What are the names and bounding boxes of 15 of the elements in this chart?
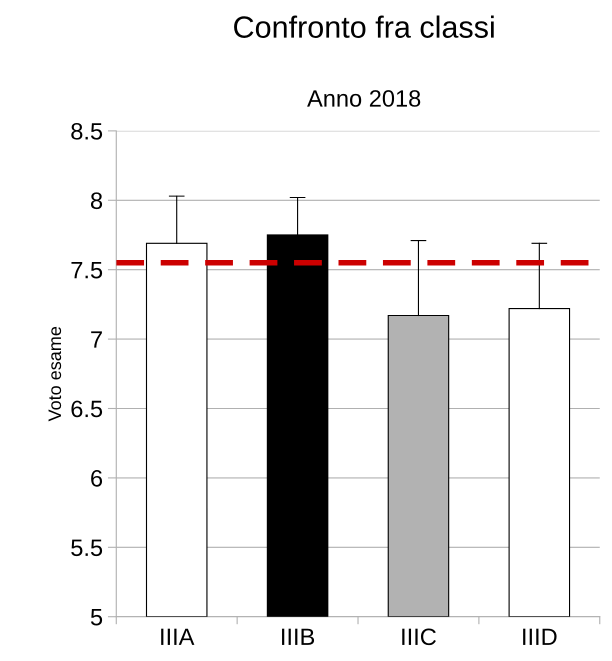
y-tick-label: 5 bbox=[90, 609, 102, 626]
y-tick-label: 6.5 bbox=[71, 400, 102, 418]
y-tick-label: 7 bbox=[91, 331, 102, 348]
chart-subtitle: Anno 2018 bbox=[307, 90, 420, 107]
chart-title: Confronto fra classi bbox=[234, 16, 494, 38]
x-tick-label: IIIB bbox=[282, 628, 314, 645]
x-tick-label: IIID bbox=[523, 628, 557, 645]
x-tick-label: IIIA bbox=[161, 628, 194, 645]
y-tick-label: 7.5 bbox=[71, 262, 102, 278]
y-tick-label: 6 bbox=[91, 470, 102, 487]
y-tick-label: 5.5 bbox=[71, 540, 102, 556]
x-tick-label: IIIC bbox=[402, 628, 436, 646]
y-tick-label: 8.5 bbox=[71, 122, 102, 140]
y-tick-label: 8 bbox=[90, 192, 102, 210]
y-axis-title: Voto esame bbox=[48, 326, 62, 422]
